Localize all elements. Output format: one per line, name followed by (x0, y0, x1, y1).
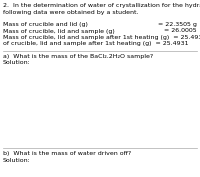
Text: = 26.0005: = 26.0005 (164, 28, 197, 33)
Text: b)  What is the mass of water driven off?: b) What is the mass of water driven off? (3, 151, 131, 156)
Text: following data were obtained by a student.: following data were obtained by a studen… (3, 10, 138, 15)
Text: = 22.3505 g: = 22.3505 g (158, 22, 197, 27)
Text: 2.  In the determination of water of crystallization for the hydrated salt BaCl₂: 2. In the determination of water of crys… (3, 3, 200, 8)
Text: Solution:: Solution: (3, 61, 31, 65)
Text: Solution:: Solution: (3, 158, 31, 162)
Text: Mass of crucible, lid and sample after 1st heating (g)  = 25.4931 Mass: Mass of crucible, lid and sample after 1… (3, 35, 200, 40)
Text: Mass of crucible, lid and sample (g): Mass of crucible, lid and sample (g) (3, 28, 115, 33)
Text: of crucible, lid and sample after 1st heating (g)  = 25.4931: of crucible, lid and sample after 1st he… (3, 41, 188, 47)
Text: Mass of crucible and lid (g): Mass of crucible and lid (g) (3, 22, 88, 27)
Text: a)  What is the mass of the BaCl₂.2H₂O sample?: a) What is the mass of the BaCl₂.2H₂O sa… (3, 54, 153, 59)
